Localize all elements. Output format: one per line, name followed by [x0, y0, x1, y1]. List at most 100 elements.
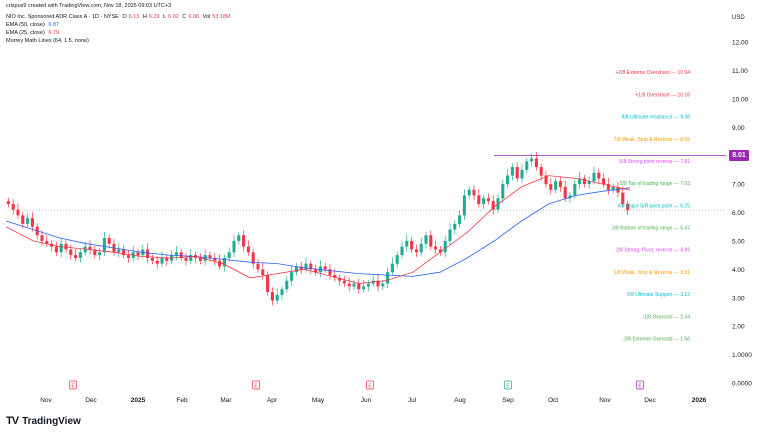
candle[interactable]	[165, 257, 169, 261]
candle[interactable]	[213, 257, 217, 261]
candle[interactable]	[304, 263, 308, 270]
candle[interactable]	[218, 260, 222, 267]
candle[interactable]	[342, 280, 346, 284]
candle[interactable]	[117, 249, 121, 253]
candle[interactable]	[515, 167, 519, 179]
candle[interactable]	[328, 269, 332, 276]
candle[interactable]	[462, 195, 466, 216]
candle[interactable]	[573, 184, 577, 196]
candle[interactable]	[486, 198, 490, 202]
candle[interactable]	[237, 235, 241, 241]
candle[interactable]	[189, 255, 193, 261]
candle[interactable]	[30, 218, 34, 227]
candle[interactable]	[270, 292, 274, 301]
candle[interactable]	[549, 184, 553, 190]
candle[interactable]	[621, 192, 625, 204]
candle[interactable]	[530, 158, 534, 162]
candle[interactable]	[501, 184, 505, 199]
candle[interactable]	[45, 240, 49, 244]
ema25-line[interactable]	[5, 175, 631, 284]
candle[interactable]	[477, 195, 481, 204]
candle[interactable]	[54, 246, 58, 253]
candle[interactable]	[155, 260, 159, 264]
candle[interactable]	[333, 275, 337, 278]
candle[interactable]	[616, 186, 620, 193]
candle[interactable]	[102, 238, 106, 253]
candle[interactable]	[419, 243, 423, 253]
candle[interactable]	[338, 277, 342, 281]
candle[interactable]	[544, 175, 548, 185]
ema25-legend[interactable]: EMA (25, close) 6.79	[6, 30, 61, 36]
candle[interactable]	[611, 186, 615, 190]
candle[interactable]	[98, 252, 102, 256]
candle[interactable]	[467, 189, 471, 196]
candle[interactable]	[563, 186, 567, 199]
candle[interactable]	[107, 238, 111, 244]
candle[interactable]	[174, 252, 178, 256]
candle[interactable]	[472, 189, 476, 196]
earnings-marker[interactable]	[69, 380, 77, 390]
candle[interactable]	[357, 283, 361, 290]
candle[interactable]	[453, 223, 457, 230]
candle[interactable]	[251, 252, 255, 264]
candle[interactable]	[587, 181, 591, 185]
candle[interactable]	[458, 215, 462, 224]
candle[interactable]	[294, 266, 298, 273]
earnings-marker[interactable]	[252, 380, 260, 390]
candle[interactable]	[280, 289, 284, 295]
candle[interactable]	[126, 255, 130, 258]
candle[interactable]	[246, 246, 250, 253]
candle[interactable]	[256, 263, 260, 270]
candle[interactable]	[64, 243, 68, 250]
candle[interactable]	[410, 240, 414, 250]
candle[interactable]	[482, 198, 486, 204]
candle[interactable]	[525, 161, 529, 170]
candle[interactable]	[26, 218, 30, 224]
candle[interactable]	[386, 272, 390, 284]
candle[interactable]	[74, 255, 78, 258]
tradingview-logo[interactable]: TV TradingView	[6, 414, 81, 428]
ema50-line[interactable]	[5, 187, 631, 277]
candle[interactable]	[366, 283, 370, 287]
candle[interactable]	[227, 252, 231, 258]
candle[interactable]	[208, 255, 212, 258]
candle[interactable]	[309, 263, 313, 270]
candle[interactable]	[381, 283, 385, 287]
candle[interactable]	[290, 272, 294, 281]
candle[interactable]	[491, 201, 495, 210]
candle[interactable]	[606, 184, 610, 190]
candle[interactable]	[554, 181, 558, 190]
candle[interactable]	[362, 286, 366, 290]
candle[interactable]	[78, 252, 82, 258]
candle[interactable]	[438, 249, 442, 253]
candle[interactable]	[232, 240, 236, 253]
ema50-legend[interactable]: EMA (50, close) 6.87	[6, 22, 61, 28]
candle[interactable]	[222, 257, 226, 267]
candle[interactable]	[146, 249, 150, 258]
candle[interactable]	[150, 257, 154, 261]
candle[interactable]	[160, 257, 164, 264]
candle[interactable]	[323, 266, 327, 270]
candle[interactable]	[400, 246, 404, 256]
candle[interactable]	[314, 269, 318, 273]
candle[interactable]	[285, 280, 289, 290]
candle[interactable]	[275, 294, 279, 301]
candle[interactable]	[59, 243, 63, 253]
candle[interactable]	[21, 215, 25, 224]
candle[interactable]	[69, 249, 73, 256]
earnings-marker[interactable]	[366, 380, 374, 390]
candle[interactable]	[40, 235, 44, 241]
candle[interactable]	[626, 203, 630, 211]
candle[interactable]	[16, 209, 20, 216]
candle[interactable]	[347, 283, 351, 287]
candle[interactable]	[597, 172, 601, 179]
candle[interactable]	[179, 252, 183, 258]
candle[interactable]	[510, 167, 514, 176]
candle[interactable]	[299, 266, 303, 270]
candle[interactable]	[93, 249, 97, 256]
candle[interactable]	[376, 280, 380, 287]
candle[interactable]	[203, 255, 207, 261]
candle[interactable]	[122, 249, 126, 256]
candle[interactable]	[448, 229, 452, 241]
